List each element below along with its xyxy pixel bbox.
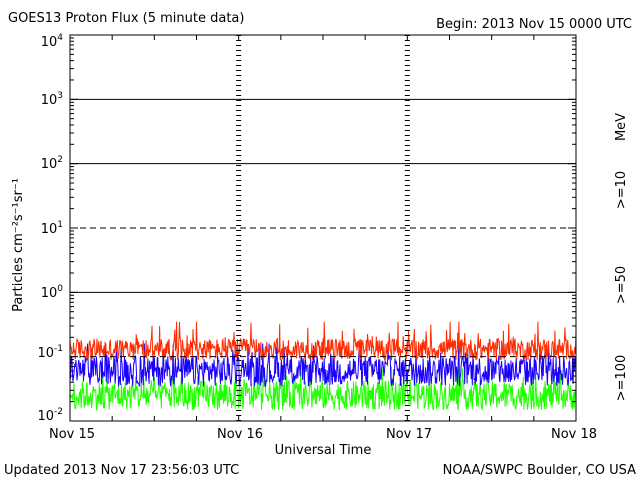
y-tick-label: 101 — [41, 220, 63, 237]
series-layer — [69, 321, 577, 411]
y-tick-label: 10-2 — [37, 407, 63, 424]
x-axis-title: Universal Time — [275, 443, 372, 458]
credit: NOAA/SWPC Boulder, CO USA — [443, 463, 636, 478]
begin-time: Begin: 2013 Nov 15 0000 UTC — [436, 17, 632, 32]
legend-unit: MeV — [614, 113, 629, 141]
x-ticks — [69, 35, 577, 421]
series-line-0 — [69, 321, 577, 362]
x-tick-label: Nov 18 — [551, 427, 597, 442]
y-tick-label: 10-1 — [37, 344, 63, 361]
chart-title: GOES13 Proton Flux (5 minute data) — [8, 11, 244, 26]
y-tick-label: 102 — [41, 155, 63, 172]
x-tick-label: Nov 15 — [49, 427, 95, 442]
legend-ge50: >=50 — [614, 266, 629, 304]
y-ticks — [70, 37, 576, 422]
x-tick-label: Nov 16 — [217, 427, 263, 442]
y-axis-title: Particles cm⁻²s⁻¹sr⁻¹ — [11, 178, 26, 312]
y-tick-label: 100 — [41, 284, 64, 301]
y-tick-label: 103 — [41, 91, 63, 108]
grid-layer — [70, 98, 576, 358]
legend-ge100: >=100 — [614, 355, 629, 402]
updated-time: Updated 2013 Nov 17 23:56:03 UTC — [4, 463, 239, 478]
legend-ge10: >=10 — [614, 171, 629, 209]
series-line-1 — [69, 343, 577, 388]
y-tick-label: 104 — [41, 33, 64, 50]
x-tick-label: Nov 17 — [386, 427, 432, 442]
